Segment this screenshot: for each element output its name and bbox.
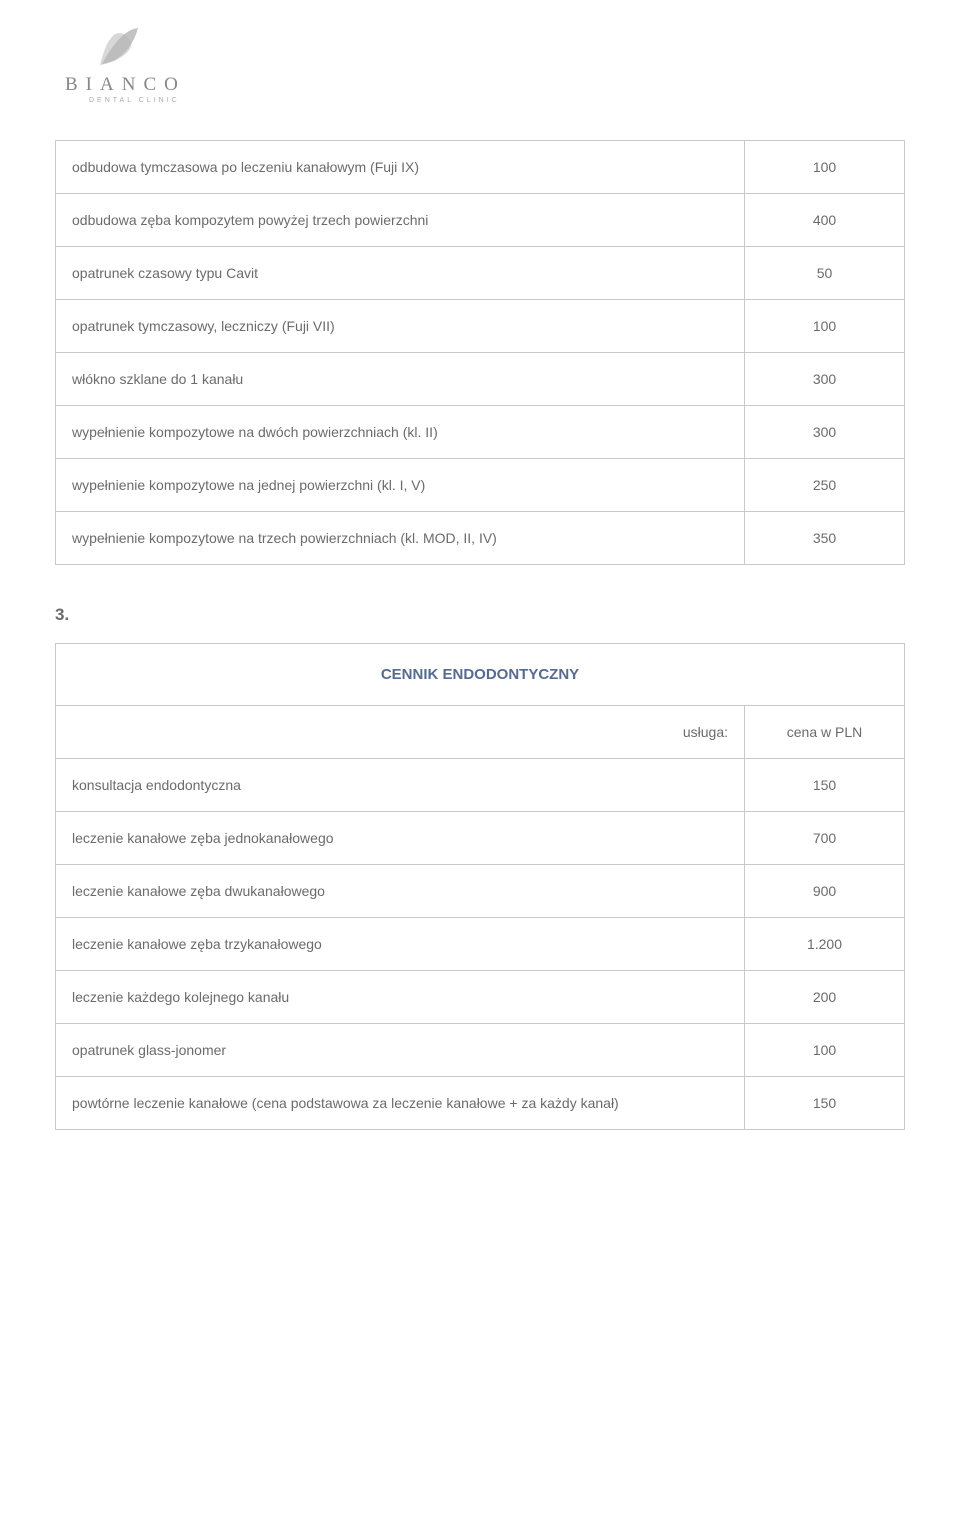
table-row: opatrunek czasowy typu Cavit50 (56, 247, 905, 300)
service-label: wypełnienie kompozytowe na trzech powier… (56, 512, 745, 565)
service-label: wypełnienie kompozytowe na jednej powier… (56, 459, 745, 512)
table-row: opatrunek tymczasowy, leczniczy (Fuji VI… (56, 300, 905, 353)
service-label: opatrunek czasowy typu Cavit (56, 247, 745, 300)
table-row: powtórne leczenie kanałowe (cena podstaw… (56, 1077, 905, 1130)
service-label: włókno szklane do 1 kanału (56, 353, 745, 406)
col-service-label: usługa: (56, 706, 745, 759)
price-table-1: odbudowa tymczasowa po leczeniu kanałowy… (55, 140, 905, 565)
logo-icon (90, 20, 150, 70)
service-price: 300 (745, 353, 905, 406)
price-table-2: CENNIK ENDODONTYCZNY usługa: cena w PLN … (55, 643, 905, 1130)
table-row: włókno szklane do 1 kanału300 (56, 353, 905, 406)
service-label: leczenie kanałowe zęba jednokanałowego (56, 812, 745, 865)
service-price: 400 (745, 194, 905, 247)
table-row: odbudowa tymczasowa po leczeniu kanałowy… (56, 141, 905, 194)
logo: BIANCO DENTAL CLINIC (65, 20, 905, 104)
service-label: opatrunek tymczasowy, leczniczy (Fuji VI… (56, 300, 745, 353)
service-label: leczenie kanałowe zęba dwukanałowego (56, 865, 745, 918)
service-label: leczenie kanałowe zęba trzykanałowego (56, 918, 745, 971)
logo-subtitle: DENTAL CLINIC (89, 97, 905, 104)
table-row: odbudowa zęba kompozytem powyżej trzech … (56, 194, 905, 247)
service-price: 200 (745, 971, 905, 1024)
column-headers-row: usługa: cena w PLN (56, 706, 905, 759)
service-price: 900 (745, 865, 905, 918)
col-price-label: cena w PLN (745, 706, 905, 759)
table-row: leczenie kanałowe zęba dwukanałowego900 (56, 865, 905, 918)
table-row: leczenie kanałowe zęba jednokanałowego70… (56, 812, 905, 865)
table-row: wypełnienie kompozytowe na trzech powier… (56, 512, 905, 565)
service-price: 250 (745, 459, 905, 512)
service-price: 150 (745, 759, 905, 812)
service-label: opatrunek glass-jonomer (56, 1024, 745, 1077)
table-row: opatrunek glass-jonomer100 (56, 1024, 905, 1077)
service-price: 150 (745, 1077, 905, 1130)
service-price: 700 (745, 812, 905, 865)
section-header-row: CENNIK ENDODONTYCZNY (56, 644, 905, 706)
table-row: wypełnienie kompozytowe na dwóch powierz… (56, 406, 905, 459)
table-row: leczenie kanałowe zęba trzykanałowego1.2… (56, 918, 905, 971)
service-label: odbudowa zęba kompozytem powyżej trzech … (56, 194, 745, 247)
service-label: odbudowa tymczasowa po leczeniu kanałowy… (56, 141, 745, 194)
section-number: 3. (55, 605, 905, 625)
service-price: 100 (745, 141, 905, 194)
service-price: 100 (745, 1024, 905, 1077)
table-row: konsultacja endodontyczna150 (56, 759, 905, 812)
logo-brand-text: BIANCO (65, 74, 905, 96)
service-price: 350 (745, 512, 905, 565)
service-price: 300 (745, 406, 905, 459)
section-title: CENNIK ENDODONTYCZNY (56, 644, 905, 706)
table-row: leczenie każdego kolejnego kanału200 (56, 971, 905, 1024)
service-label: konsultacja endodontyczna (56, 759, 745, 812)
service-price: 100 (745, 300, 905, 353)
service-label: wypełnienie kompozytowe na dwóch powierz… (56, 406, 745, 459)
service-label: powtórne leczenie kanałowe (cena podstaw… (56, 1077, 745, 1130)
table-row: wypełnienie kompozytowe na jednej powier… (56, 459, 905, 512)
service-label: leczenie każdego kolejnego kanału (56, 971, 745, 1024)
service-price: 1.200 (745, 918, 905, 971)
service-price: 50 (745, 247, 905, 300)
